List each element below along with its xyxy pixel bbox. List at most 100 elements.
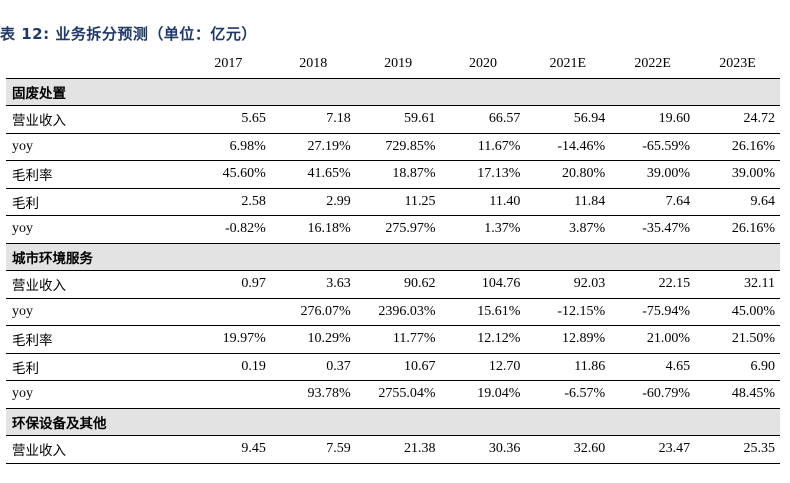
table-cell: 7.64 (610, 188, 696, 216)
table-cell: 45.60% (186, 160, 271, 189)
table-row: 毛利率 19.97% 10.29% 11.77% 12.12% 12.89% 21.00% 2… (6, 325, 780, 354)
table-cell: 25.35 (695, 435, 780, 464)
table-cell: 275.97% (355, 215, 441, 244)
table-cell: -35.47% (610, 215, 696, 244)
table-row: yoy 6.98% 27.19% 729.85% 11.67% -14.46% -65.59… (6, 133, 780, 161)
section-empty-cell (270, 408, 356, 436)
table-cell: 11.40 (440, 188, 526, 216)
section-empty-cell (610, 78, 696, 106)
section-title: 环保设备及其他 (6, 408, 186, 436)
table-cell: 15.61% (440, 298, 526, 326)
table-cell: 6.90 (695, 353, 780, 381)
row-label: 毛利 (6, 353, 186, 381)
table-cell: -14.46% (525, 133, 611, 161)
section-empty-cell (186, 408, 271, 436)
table-cell: 39.00% (695, 160, 780, 189)
table-cell: 26.16% (695, 133, 780, 161)
table-cell: 23.47 (610, 435, 696, 464)
table-cell: 276.07% (270, 298, 356, 326)
table-cell: 19.97% (186, 325, 271, 354)
section-title: 城市环境服务 (6, 243, 186, 271)
row-label: 营业收入 (6, 270, 186, 299)
section-empty-cell (695, 408, 780, 436)
row-label: 营业收入 (6, 435, 186, 464)
table-cell: 11.67% (440, 133, 526, 161)
table-cell: 1.37% (440, 215, 526, 244)
table-cell: 21.00% (610, 325, 696, 354)
table-caption: 表 12: 业务拆分预测（单位：亿元） (0, 25, 257, 43)
table-row: 营业收入 9.45 7.59 21.38 30.36 32.60 23.47 25.35 (6, 435, 780, 464)
table-cell: -75.94% (610, 298, 696, 326)
table-cell: 12.12% (440, 325, 526, 354)
table-cell: 18.87% (355, 160, 441, 189)
table-cell: 19.04% (440, 380, 526, 409)
row-label: 毛利 (6, 188, 186, 216)
table-cell: 10.67 (355, 353, 441, 381)
section-empty-cell (355, 78, 441, 106)
table-cell: 92.03 (525, 270, 611, 299)
table-cell: 0.37 (270, 353, 356, 381)
table-cell: 9.45 (186, 435, 271, 464)
table-cell: 19.60 (610, 105, 696, 134)
table-cell: 41.65% (270, 160, 356, 189)
section-empty-cell (695, 78, 780, 106)
table-cell: 45.00% (695, 298, 780, 326)
table-cell: -0.82% (186, 215, 271, 244)
column-header: 2019 (355, 51, 441, 79)
table-cell: 12.89% (525, 325, 611, 354)
table-row: 营业收入 5.65 7.18 59.61 66.57 56.94 19.60 24.72 (6, 105, 780, 134)
table-cell: 26.16% (695, 215, 780, 244)
section-header-row: 固废处置 (6, 78, 780, 106)
column-header: 2022E (610, 51, 696, 79)
table-cell: 3.63 (270, 270, 356, 299)
header-empty-cell (6, 51, 186, 79)
table-cell: 7.59 (270, 435, 356, 464)
row-label: 营业收入 (6, 105, 186, 134)
table-cell: 10.29% (270, 325, 356, 354)
table-cell: 6.98% (186, 133, 271, 161)
section-empty-cell (610, 243, 696, 271)
table-cell: 5.65 (186, 105, 271, 134)
table-cell: 11.84 (525, 188, 611, 216)
table-cell: -12.15% (525, 298, 611, 326)
table-cell: 9.64 (695, 188, 780, 216)
section-empty-cell (525, 78, 611, 106)
table-cell: 16.18% (270, 215, 356, 244)
table-cell: 2396.03% (355, 298, 441, 326)
section-empty-cell (695, 243, 780, 271)
table-row: 营业收入 0.97 3.63 90.62 104.76 92.03 22.15 32.11 (6, 270, 780, 299)
column-header: 2020 (440, 51, 526, 79)
section-empty-cell (355, 408, 441, 436)
table-cell: 59.61 (355, 105, 441, 134)
section-empty-cell (440, 408, 526, 436)
table-cell: 2755.04% (355, 380, 441, 409)
section-empty-cell (525, 243, 611, 271)
table-cell: 12.70 (440, 353, 526, 381)
table-cell: 39.00% (610, 160, 696, 189)
table-row: yoy 93.78% 2755.04% 19.04% -6.57% -60.79% 48.4… (6, 380, 780, 409)
table-cell: 4.65 (610, 353, 696, 381)
table-row: yoy -0.82% 16.18% 275.97% 1.37% 3.87% -35.47% 2… (6, 215, 780, 244)
table-cell: -60.79% (610, 380, 696, 409)
table-cell: 93.78% (270, 380, 356, 409)
row-label: 毛利率 (6, 160, 186, 189)
row-label: yoy (6, 380, 186, 409)
table-cell: 2.99 (270, 188, 356, 216)
table-cell: 90.62 (355, 270, 441, 299)
table-row: yoy 276.07% 2396.03% 15.61% -12.15% -75.94% 45… (6, 298, 780, 326)
table-cell: 11.77% (355, 325, 441, 354)
section-empty-cell (270, 243, 356, 271)
table-cell: 21.38 (355, 435, 441, 464)
section-empty-cell (610, 408, 696, 436)
table-cell: -65.59% (610, 133, 696, 161)
table-cell: 104.76 (440, 270, 526, 299)
table-cell: 20.80% (525, 160, 611, 189)
section-title: 固废处置 (6, 78, 186, 106)
table-row: 毛利 0.19 0.37 10.67 12.70 11.86 4.65 6.90 (6, 353, 780, 381)
table-cell: 56.94 (525, 105, 611, 134)
row-label: yoy (6, 298, 186, 326)
table-cell: 0.97 (186, 270, 271, 299)
row-label: 毛利率 (6, 325, 186, 354)
business-forecast-table: 2017 2018 2019 2020 2021E 2022E 2023E 固废处置 营业收入 5… (6, 51, 780, 464)
column-header: 2018 (270, 51, 356, 79)
